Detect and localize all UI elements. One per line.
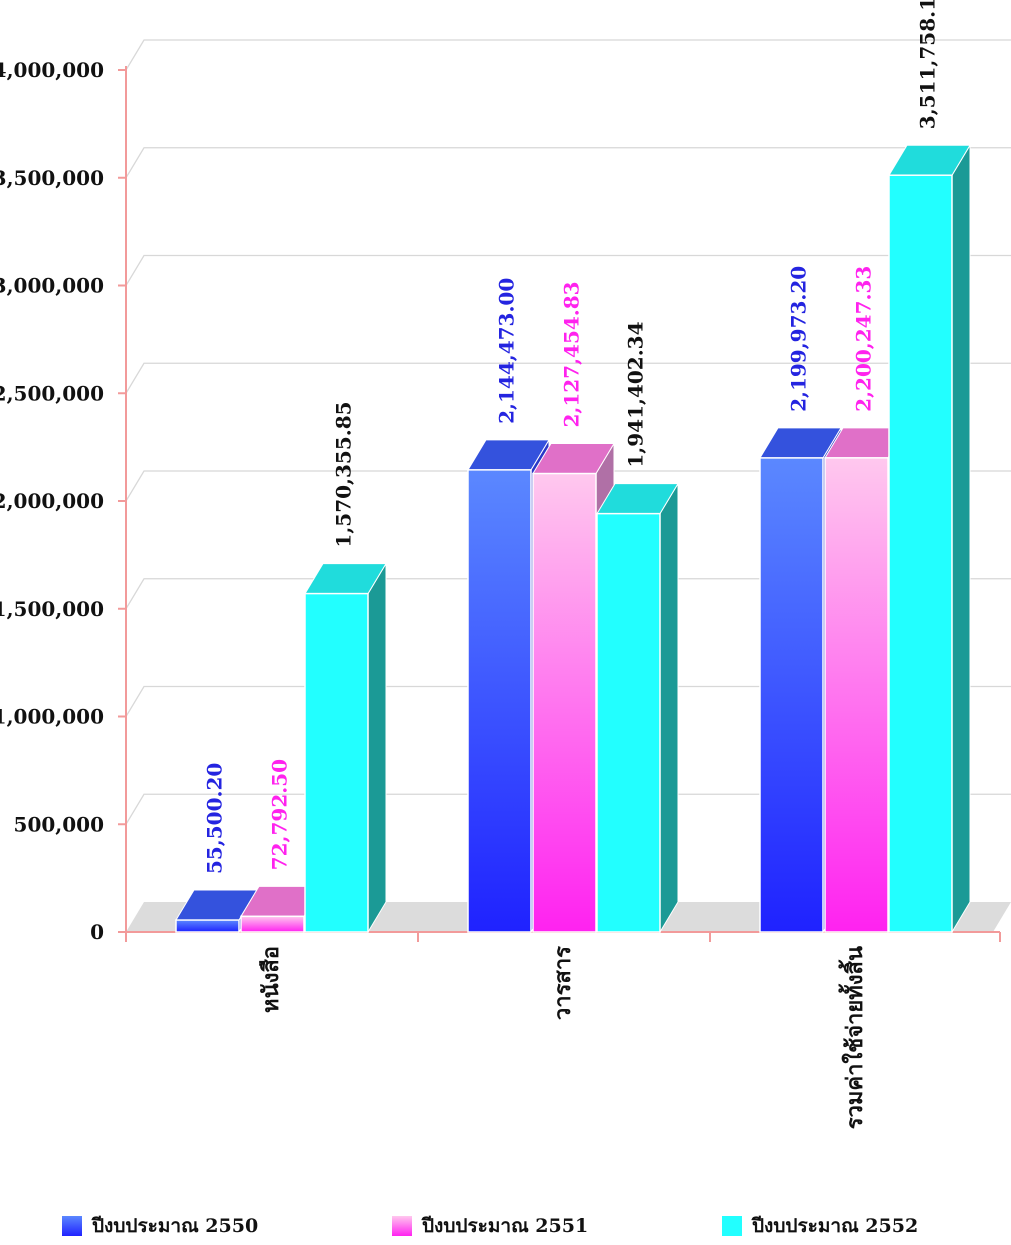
bar-value-label: 2,200,247.33 — [852, 266, 876, 412]
bars — [175, 143, 971, 934]
bar-side — [951, 143, 971, 934]
bar-value-label: 55,500.20 — [203, 763, 227, 874]
bar-side — [367, 561, 387, 934]
legend-item-series-1: ปีงบประมาณ 2550 — [62, 1212, 258, 1240]
bar-value-label: 2,144,473.00 — [495, 278, 519, 424]
legend-item-series-3: ปีงบประมาณ 2552 — [722, 1212, 918, 1240]
bar — [532, 472, 597, 933]
legend-swatch-series-3 — [722, 1216, 742, 1236]
legend-label-series-2: ปีงบประมาณ 2551 — [422, 1215, 589, 1237]
axes: 0 500,000 1,000,000 1,500,000 2,000,000 2,500… — [0, 58, 1001, 944]
gridline — [125, 685, 1011, 717]
y-tick-label: 500,000 — [14, 812, 104, 836]
gridlines — [125, 39, 1011, 825]
gridline — [125, 793, 1011, 825]
bar — [759, 457, 824, 933]
gridline — [125, 362, 1011, 394]
bar-value-label: 72,792.50 — [268, 759, 292, 870]
gridline — [125, 254, 1011, 286]
bar — [240, 915, 305, 933]
bar-chart: 0 500,000 1,000,000 1,500,000 2,000,000 2,500… — [0, 0, 1011, 1129]
legend-label-series-3: ปีงบประมาณ 2552 — [752, 1215, 919, 1237]
y-tick-label: 4,000,000 — [0, 58, 104, 82]
bar-side — [659, 481, 679, 934]
gridline — [125, 39, 1011, 71]
y-tick-label: 1,000,000 — [0, 705, 104, 729]
bar — [888, 174, 953, 933]
bar — [596, 512, 661, 933]
bar-value-label: 2,199,973.20 — [787, 266, 811, 412]
bar-value-label: 2,127,454.83 — [560, 281, 584, 427]
y-tick-label: 0 — [90, 920, 104, 944]
x-category-label: หนังสือ — [258, 946, 284, 1013]
y-tick-label: 2,000,000 — [0, 489, 104, 513]
x-category-label: วารสาร — [550, 946, 576, 1020]
y-tick-label: 1,500,000 — [0, 597, 104, 621]
bar-value-label: 1,570,355.85 — [332, 401, 356, 547]
gridline — [125, 147, 1011, 179]
bar-value-label: 3,511,758.19 — [916, 0, 940, 129]
bar-value-label: 1,941,402.34 — [624, 321, 648, 467]
gridline — [125, 578, 1011, 610]
legend-swatch-series-2 — [392, 1216, 412, 1236]
legend-item-series-2: ปีงบประมาณ 2551 — [392, 1212, 588, 1240]
x-category-label: รวมค่าใช้จ่ายทั้งสิ้น — [838, 946, 868, 1129]
bar — [824, 457, 889, 933]
legend-swatch-series-1 — [62, 1216, 82, 1236]
bar — [304, 592, 369, 933]
bar — [175, 919, 240, 933]
labels: หนังสือ วารสาร รวมค่าใช้จ่ายทั้งสิ้น 55,500… — [203, 0, 940, 1129]
y-tick-label: 3,500,000 — [0, 166, 104, 190]
legend-label-series-1: ปีงบประมาณ 2550 — [92, 1215, 259, 1237]
gridline — [125, 470, 1011, 502]
y-tick-label: 3,000,000 — [0, 274, 104, 298]
y-tick-label: 2,500,000 — [0, 381, 104, 405]
bar — [467, 469, 532, 933]
